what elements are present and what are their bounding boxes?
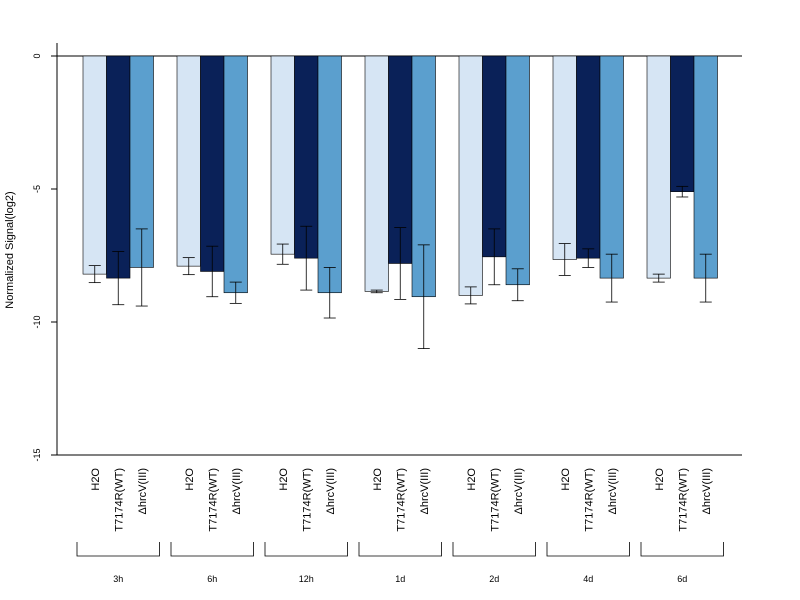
y-tick-label: -5 — [32, 185, 42, 193]
group-bracket — [170, 542, 254, 557]
bar-label: ΔhrcV(III) — [607, 468, 619, 514]
bar — [200, 55, 225, 272]
bar — [693, 55, 718, 279]
group-label: 4d — [583, 574, 593, 584]
bar — [670, 55, 695, 192]
bar-label: T7174R(WT) — [207, 468, 219, 532]
bar — [106, 55, 131, 279]
bar-label: ΔhrcV(III) — [513, 468, 525, 514]
bar-label: H2O — [184, 468, 196, 491]
bar-label: H2O — [278, 468, 290, 491]
group-label: 6h — [207, 574, 217, 584]
bars — [82, 55, 718, 350]
bar — [552, 55, 577, 260]
bar-label: T7174R(WT) — [395, 468, 407, 532]
group-bracket — [452, 542, 536, 557]
bar — [482, 55, 507, 258]
group-bracket — [264, 542, 348, 557]
bar-label: ΔhrcV(III) — [137, 468, 149, 514]
group-label: 3h — [113, 574, 123, 584]
y-tick-label: 0 — [32, 53, 42, 58]
group-label: 1d — [395, 574, 405, 584]
bar — [82, 55, 107, 275]
bar-label: T7174R(WT) — [301, 468, 313, 532]
bar — [317, 55, 342, 294]
group-bracket — [546, 542, 630, 557]
group-label: 6d — [677, 574, 687, 584]
bar — [646, 55, 671, 279]
bar-label: ΔhrcV(III) — [701, 468, 713, 514]
bar-label: H2O — [560, 468, 572, 491]
group-bracket — [358, 542, 442, 557]
bar — [223, 55, 248, 294]
group-label: 12h — [299, 574, 314, 584]
y-axis-label: Normalized Signal(log2) — [4, 191, 16, 308]
bar — [599, 55, 624, 279]
bar-label: ΔhrcV(III) — [325, 468, 337, 514]
bar-label: ΔhrcV(III) — [419, 468, 431, 514]
y-tick-label: -15 — [32, 448, 42, 461]
group-brackets: 3h 6h 12h 1d 2d 4d 6d — [76, 542, 724, 584]
bar-label: T7174R(WT) — [677, 468, 689, 532]
bar — [576, 55, 601, 259]
bar — [364, 55, 389, 292]
bar-label: H2O — [372, 468, 384, 491]
bar-label: T7174R(WT) — [583, 468, 595, 532]
group-label: 2d — [489, 574, 499, 584]
bar — [458, 55, 483, 296]
bar — [176, 55, 201, 267]
bar-label: H2O — [654, 468, 666, 491]
y-tick-label: -10 — [32, 315, 42, 328]
bar-label: ΔhrcV(III) — [231, 468, 243, 514]
bar-label: T7174R(WT) — [113, 468, 125, 532]
group-bracket — [640, 542, 724, 557]
bar-label: T7174R(WT) — [489, 468, 501, 532]
bar — [505, 55, 530, 286]
bar-label: H2O — [466, 468, 478, 491]
bar-labels: H2O T7174R(WT) ΔhrcV(III) H2O T7174R(WT) Δhrc… — [90, 468, 713, 532]
bar — [270, 55, 295, 255]
bar-label: H2O — [90, 468, 102, 491]
group-bracket — [76, 542, 160, 557]
y-ticks: 0 -5 -10 -15 — [32, 53, 57, 462]
